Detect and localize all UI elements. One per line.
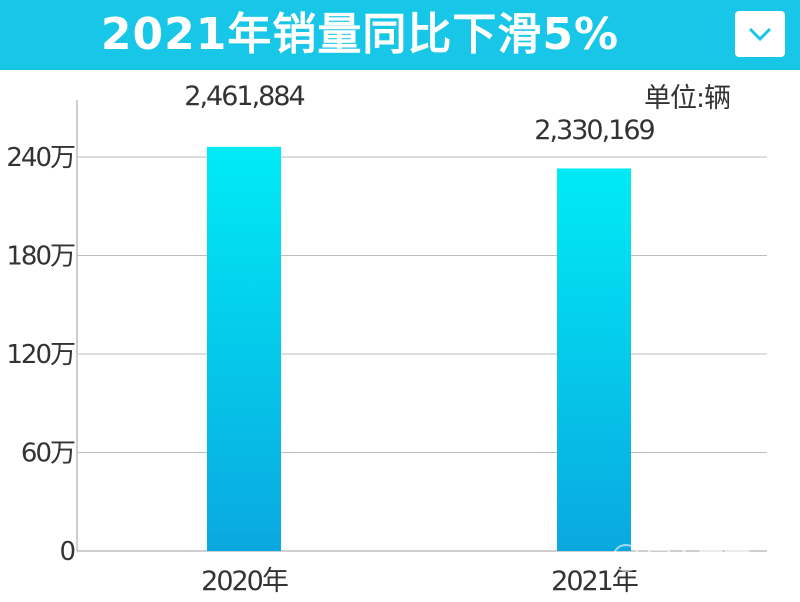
dropdown-button[interactable]	[735, 11, 785, 57]
chart-title: 2021年销量同比下滑5%	[100, 9, 620, 60]
watermark-logo-icon	[612, 544, 640, 572]
title-banner: 2021年销量同比下滑5%	[0, 0, 800, 70]
y-tick-label: 180万	[6, 242, 75, 272]
unit-label: 单位:辆	[644, 83, 731, 114]
y-tick-label: 120万	[6, 340, 75, 370]
x-tick-label: 2020年	[201, 566, 288, 597]
y-tick-label: 240万	[6, 143, 75, 173]
chevron-down-icon	[748, 27, 772, 42]
data-label: 2,330,169	[534, 115, 654, 146]
watermark: 网上车市	[612, 538, 772, 578]
y-tick-label: 0	[59, 537, 74, 567]
gridlines	[77, 156, 767, 552]
bar-1	[207, 146, 281, 552]
y-tick-label: 60万	[21, 439, 75, 469]
watermark-text: 网上车市	[646, 545, 751, 576]
labels: 060万120万180万240万2,461,8842020年2,330,1692…	[6, 81, 656, 597]
data-label: 2,461,884	[184, 81, 304, 112]
bar-2	[557, 168, 631, 551]
bars	[207, 146, 631, 552]
